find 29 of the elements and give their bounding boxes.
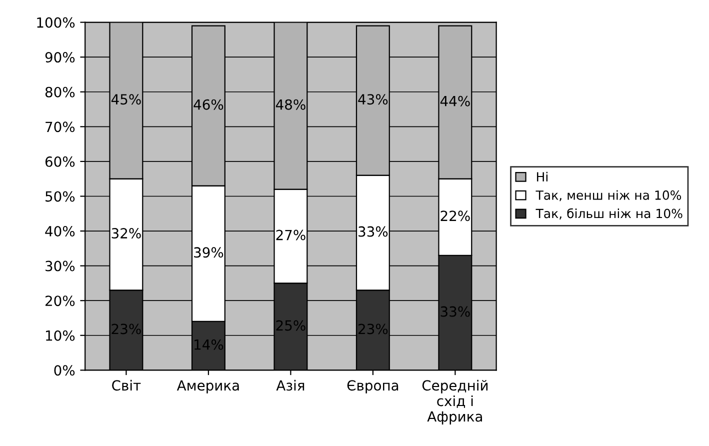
data-label: 48% [276, 99, 306, 110]
x-tick-label: Світ [112, 380, 141, 391]
y-tick-label: 0% [54, 365, 75, 376]
y-tick-label: 60% [45, 156, 75, 167]
y-tick-label: 30% [46, 260, 75, 272]
data-label: 39% [194, 247, 224, 258]
y-tick-label: 70% [46, 122, 75, 132]
legend-label: Так, більш ніж на 10% [536, 208, 682, 220]
x-tick-label: Азія [276, 380, 304, 391]
data-label: 43% [358, 94, 388, 105]
legend-label: Ні [537, 172, 548, 182]
legend-label: Так, менш ніж на 10% [536, 190, 682, 202]
y-tick-label: 40% [45, 226, 75, 236]
data-label: 44% [440, 96, 470, 106]
y-tick-label: 100% [37, 17, 75, 28]
data-label: 27% [276, 230, 306, 240]
x-tick-label: Америка [176, 380, 239, 394]
y-tick-label: 10% [46, 330, 75, 341]
data-label: 45% [111, 94, 141, 105]
y-tick-label: 50% [46, 191, 75, 202]
data-label: 46% [194, 99, 224, 110]
y-tick-label: 80% [45, 86, 75, 98]
x-tick-label: Європа [347, 380, 398, 394]
y-tick-label: 20% [46, 296, 75, 306]
y-tick-label: 90% [45, 52, 75, 63]
data-label: 22% [440, 210, 470, 222]
x-tick-label: Середній схід і Африка [422, 380, 488, 424]
data-label: 32% [112, 228, 141, 239]
data-label: 33% [358, 226, 388, 237]
